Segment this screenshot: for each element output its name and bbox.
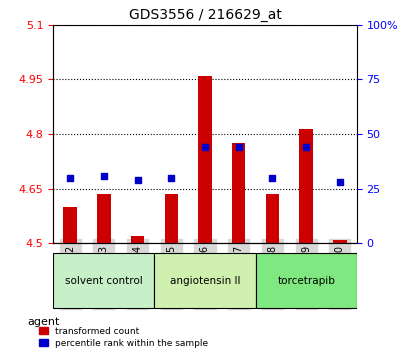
Point	[100, 173, 107, 178]
Legend: transformed count, percentile rank within the sample: transformed count, percentile rank withi…	[37, 325, 210, 349]
Bar	[188, 25, 221, 243]
FancyBboxPatch shape	[255, 253, 356, 308]
Bar	[164, 194, 178, 243]
Bar	[198, 76, 211, 243]
Bar	[322, 25, 356, 243]
Bar	[154, 25, 188, 243]
Point	[168, 175, 174, 181]
Text: torcetrapib: torcetrapib	[276, 276, 334, 286]
Bar	[63, 207, 77, 243]
Point	[235, 144, 241, 150]
Title: GDS3556 / 216629_at: GDS3556 / 216629_at	[128, 8, 281, 22]
Bar	[97, 194, 110, 243]
Text: angiotensin II: angiotensin II	[169, 276, 240, 286]
Bar	[299, 129, 312, 243]
Point	[268, 175, 275, 181]
Bar	[265, 194, 279, 243]
Point	[336, 179, 342, 185]
Bar	[53, 25, 87, 243]
Text: solvent control: solvent control	[65, 276, 142, 286]
Bar	[130, 236, 144, 243]
Bar	[120, 25, 154, 243]
Point	[302, 144, 309, 150]
Bar	[332, 240, 346, 243]
Bar	[255, 25, 289, 243]
FancyBboxPatch shape	[154, 253, 255, 308]
Text: agent: agent	[27, 317, 60, 327]
Point	[134, 177, 141, 183]
Bar	[221, 25, 255, 243]
Point	[67, 175, 73, 181]
Bar	[87, 25, 120, 243]
Bar	[289, 25, 322, 243]
Point	[201, 144, 208, 150]
Bar	[231, 143, 245, 243]
FancyBboxPatch shape	[53, 253, 154, 308]
